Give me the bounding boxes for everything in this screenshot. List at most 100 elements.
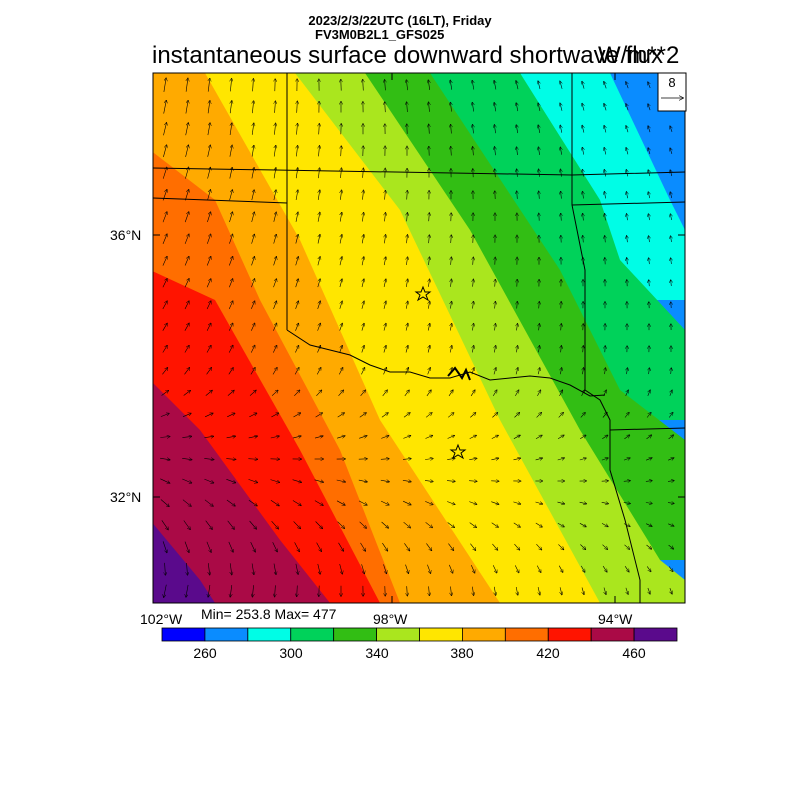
wind-vector (361, 346, 364, 353)
wind-vector (380, 459, 389, 460)
wind-vector (297, 101, 298, 113)
station-star-south (449, 443, 467, 460)
wind-vector (160, 499, 169, 507)
colorbar-swatch (504, 627, 549, 642)
wind-vector (583, 346, 584, 353)
wind-vector (229, 212, 233, 223)
wind-vector (471, 564, 474, 573)
wind-vector (472, 81, 474, 90)
wind-vector (539, 324, 540, 331)
wind-vector (339, 368, 342, 375)
wind-vector (185, 101, 188, 114)
wind-vector (535, 522, 542, 527)
wind-vector (207, 123, 210, 136)
wind-vector (648, 126, 650, 133)
wind-vector (184, 323, 189, 331)
wind-vector (182, 499, 191, 507)
wind-vector (494, 586, 495, 595)
wind-vector (316, 390, 321, 397)
wind-vector (295, 301, 299, 310)
wind-vector (583, 192, 584, 199)
wind-vector (561, 213, 562, 221)
wind-vector (384, 235, 385, 244)
wind-vector (645, 523, 652, 527)
wind-vector (182, 458, 192, 459)
wind-vector (451, 586, 452, 596)
wind-vector (204, 436, 214, 437)
wind-vector (228, 345, 233, 353)
wind-vector (316, 542, 322, 552)
wind-vector (560, 368, 561, 375)
wind-vector (229, 234, 232, 244)
wind-vector (450, 80, 452, 90)
wind-vector (384, 279, 386, 287)
wind-vector (517, 191, 518, 199)
wind-vector (275, 585, 276, 596)
wind-vector (601, 502, 609, 503)
wind-vector (275, 101, 276, 113)
wind-vector (516, 368, 518, 375)
wind-vector (472, 586, 473, 596)
wind-vector (208, 584, 210, 597)
wind-vector (602, 435, 607, 440)
wind-vector (165, 562, 166, 575)
wind-vector (538, 587, 540, 595)
wind-vector (184, 346, 189, 353)
wind-vector (341, 146, 342, 157)
wind-vector (319, 124, 320, 135)
colorbar-label-340: 340 (365, 645, 389, 661)
wind-vector (491, 435, 498, 439)
wind-vector (448, 390, 453, 397)
wind-vector (450, 324, 451, 331)
wind-vector (450, 102, 451, 112)
wind-vector (249, 413, 256, 418)
wind-vector (336, 480, 346, 482)
wind-vector (491, 522, 499, 527)
wind-vector (513, 435, 520, 439)
wind-vector (248, 499, 257, 506)
wind-vector (292, 436, 301, 438)
wind-vector (248, 436, 258, 438)
wind-vector (163, 78, 166, 92)
wind-vector (517, 324, 518, 331)
wind-vector (582, 587, 584, 595)
wind-vector (226, 499, 235, 506)
wind-vector (451, 279, 452, 287)
wind-vector (161, 520, 168, 529)
wind-vector (250, 541, 256, 552)
wind-vector (295, 257, 299, 266)
wind-vector (429, 257, 430, 266)
wind-vector (494, 81, 496, 90)
wind-vector (182, 478, 191, 483)
wind-vector (538, 103, 540, 111)
wind-vector (539, 191, 540, 199)
wind-vector (605, 368, 606, 375)
wind-vector (561, 191, 562, 199)
wind-vector (340, 190, 341, 200)
wind-vector (649, 280, 650, 287)
wind-vector (296, 190, 298, 201)
wind-vector (205, 390, 212, 396)
wind-vector (494, 368, 496, 375)
colorbar-label-300: 300 (279, 645, 303, 661)
wind-vector (492, 390, 497, 397)
wind-vector (626, 104, 628, 111)
min-max-stats: Min= 253.8 Max= 477 (201, 606, 337, 622)
wind-vector (361, 564, 365, 573)
wind-vector (293, 521, 301, 528)
wind-vector (602, 565, 607, 572)
wind-vector (517, 302, 518, 309)
wind-vector (293, 413, 301, 418)
wind-vector (402, 459, 411, 460)
wind-vector (495, 324, 496, 331)
wind-vector (340, 212, 342, 222)
wind-vector (274, 146, 276, 157)
wind-vector (604, 192, 605, 199)
wind-vector (404, 390, 409, 397)
wind-vector (514, 413, 520, 418)
wind-vector (668, 413, 673, 418)
colorbar-swatch (633, 627, 678, 642)
wind-vector (271, 390, 278, 396)
wind-vector (186, 78, 188, 92)
wind-vector (671, 258, 672, 265)
